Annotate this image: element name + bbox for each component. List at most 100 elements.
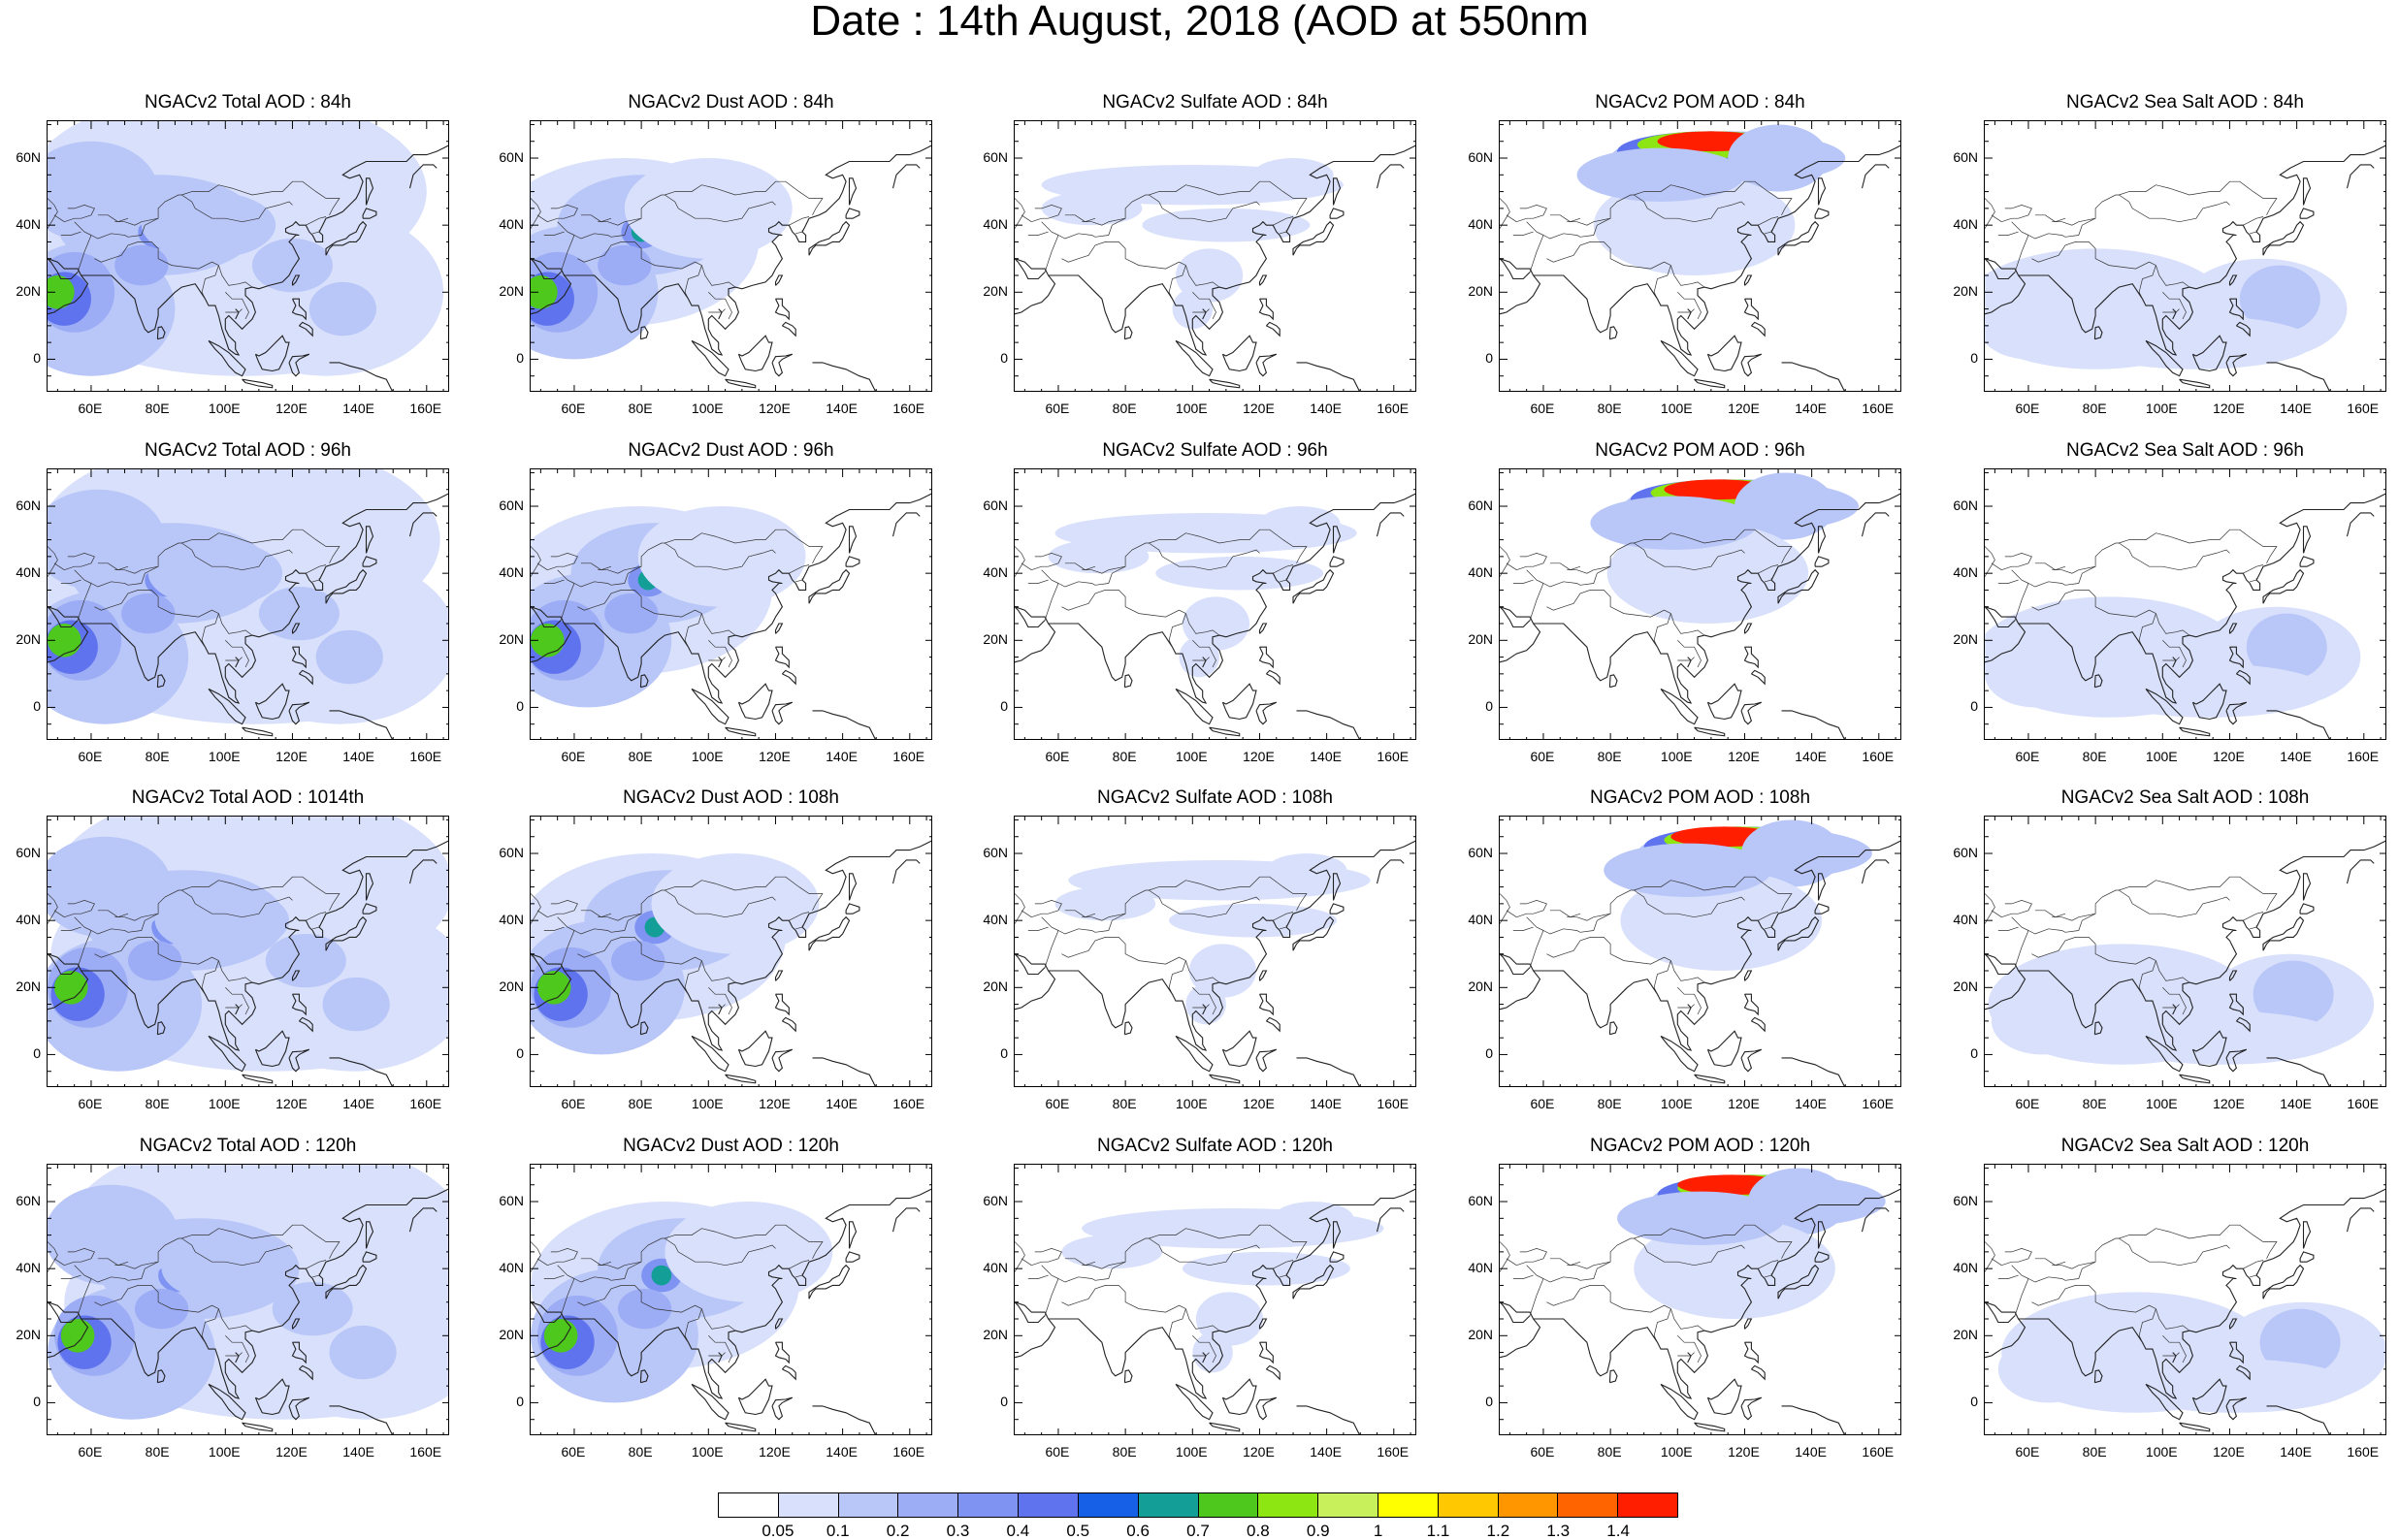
colorbar [718,1492,1678,1518]
coastline [2162,1004,2180,1009]
map-panel [530,1164,932,1435]
latitude-label: 40N [1953,564,1978,581]
coastline [254,1030,290,1068]
coastline [564,144,931,356]
coastline [1209,1422,1241,1432]
coastline [1985,258,2016,280]
coastline [64,553,95,571]
longitude-label: 80E [628,1444,653,1460]
latitude-label: 60N [983,1193,1008,1209]
map-plot [1985,121,2385,391]
coastline [53,214,65,222]
aod-region [1048,539,1150,574]
latitude-label: 0 [33,1394,41,1410]
panel-title: NGACv2 Sea Salt AOD : 96h [2065,440,2304,461]
coastline [1743,993,1759,1016]
aod-region [48,1184,178,1286]
coastline [531,953,562,976]
coastline [1048,840,1415,1051]
coastline [1296,1057,1360,1086]
coastline [127,529,340,586]
coastline [1082,913,1126,921]
panel-title: NGACv2 Total AOD : 120h [139,1136,357,1156]
latitude-label: 40N [16,564,41,581]
coastline [1168,613,1186,655]
coastline [1740,701,1763,725]
longitude-label: 60E [2015,401,2040,416]
latitude-label: 40N [1953,1260,1978,1276]
coastline [1027,579,1049,584]
longitude-label: 140E [342,1444,374,1460]
longitude-label: 60E [1530,401,1555,416]
coastline [1292,220,1335,256]
coastline [1015,546,1025,577]
coastline [2266,710,2330,739]
coastline [2346,512,2375,537]
coastline [1376,859,1405,884]
coastline [94,241,219,270]
latitude-label: 20N [983,1327,1008,1343]
aod-region [1728,124,1829,192]
coastline [701,960,736,983]
coastline [1694,1074,1726,1084]
coastline [1740,1396,1763,1421]
coastline [737,683,773,721]
coastline [1015,953,1056,1011]
coastline [1781,1057,1845,1086]
panel-title: NGACv2 Total AOD : 1014th [131,787,365,808]
coastline [1015,606,1046,628]
coastline [795,1273,803,1278]
coastline [2162,1335,2187,1364]
coastline [291,274,301,286]
aod-region [1142,208,1311,242]
coastline [1209,378,1241,389]
coastline [1500,1241,1510,1272]
coastline [1185,613,1220,636]
aod-region [624,158,793,259]
longitude-label: 140E [2280,1444,2312,1460]
longitude-label: 160E [1377,1444,1410,1460]
longitude-label: 80E [2082,1096,2107,1111]
coastline [362,208,377,219]
coastline [1027,1274,1049,1279]
latitude-label: 0 [1000,1045,1008,1062]
coastline [48,258,79,280]
aod-region [617,1288,672,1330]
coastline [808,220,851,256]
coastline [299,669,313,686]
coastline [1296,362,1360,391]
aod-region [1590,496,1759,550]
coastline [1634,889,1745,918]
coastline [225,987,249,1015]
aod-region [1985,640,2086,708]
longitude-label: 100E [1175,1444,1208,1460]
coastline [1500,546,1510,577]
coastline [1376,1207,1405,1233]
coastline [2031,241,2156,270]
coastline [48,953,89,1011]
aod-region [258,586,340,641]
coastline [1861,1207,1890,1233]
coastline [242,1422,274,1432]
coastline [2228,993,2244,1016]
longitude-label: 140E [342,1096,374,1111]
latitude-label: 40N [499,216,524,233]
latitude-label: 60N [1468,149,1493,166]
coastline [639,326,649,340]
coastline [1061,937,1186,965]
coastline [531,546,541,577]
coastline [81,840,448,1051]
coastline [2299,208,2315,219]
latitude-label: 20N [983,979,1008,995]
coastline [1777,1264,1820,1299]
longitude-label: 120E [1728,1444,1760,1460]
coastline [536,910,548,917]
coastline [1064,562,1096,571]
coastline [1296,1405,1360,1434]
coastline [1149,194,1260,223]
coastline [156,326,166,340]
coastline [665,889,776,918]
coastline [2034,214,2066,223]
longitude-label: 60E [2015,749,2040,764]
coastline [53,910,65,917]
